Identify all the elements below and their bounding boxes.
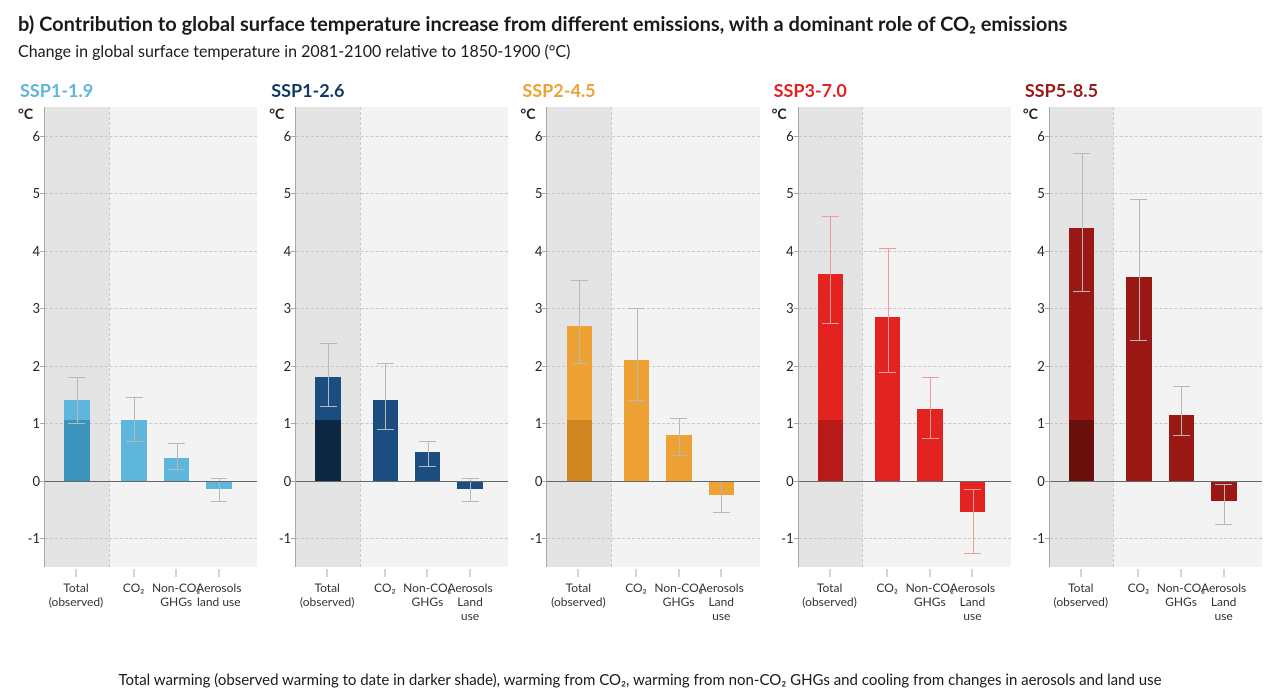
xlabel: AerosolsLand use [447, 581, 492, 622]
ytick-label: 2 [786, 358, 794, 374]
panel-title: SSP3-7.0 [772, 79, 1011, 101]
xlabel: Total(observed) [802, 581, 857, 609]
ytick-label: 1 [535, 415, 543, 431]
ytick-label: -1 [28, 530, 40, 546]
y-axis: °C -1 0 1 2 3 4 5 6 [1023, 107, 1049, 567]
ytick-label: 2 [32, 358, 40, 374]
chart-subtitle: Change in global surface temperature in … [18, 42, 1262, 61]
xlabel: CO₂ [123, 581, 144, 595]
ytick-label: 2 [284, 358, 292, 374]
ytick-label: -1 [781, 530, 793, 546]
ytick-label: 1 [284, 415, 292, 431]
ytick-label: 6 [786, 128, 794, 144]
ytick-label: 1 [32, 415, 40, 431]
y-axis: °C -1 0 1 2 3 4 5 6 [18, 107, 44, 567]
ytick-label: 5 [32, 185, 40, 201]
x-axis: Total(observed)CO₂Non-CO₂GHGsAerosolsLan… [295, 567, 508, 613]
panel-title: SSP2-4.5 [520, 79, 759, 101]
y-axis-label: °C [1023, 105, 1038, 122]
xlabel: Total(observed) [551, 581, 606, 609]
ytick-label: 5 [1037, 185, 1045, 201]
ytick-label: 0 [32, 473, 40, 489]
xlabel: Non-CO₂GHGs [906, 581, 954, 609]
ytick-label: 0 [786, 473, 794, 489]
plot-region [1049, 107, 1262, 567]
ytick-label: 3 [284, 300, 292, 316]
y-axis-label: °C [772, 105, 787, 122]
ytick-label: 4 [1037, 243, 1045, 259]
xlabel: CO₂ [625, 581, 646, 595]
y-axis: °C -1 0 1 2 3 4 5 6 [269, 107, 295, 567]
y-axis-label: °C [269, 105, 284, 122]
y-axis-label: °C [18, 105, 33, 122]
y-axis: °C -1 0 1 2 3 4 5 6 [772, 107, 798, 567]
panel-title: SSP1-2.6 [269, 79, 508, 101]
plot-region [798, 107, 1011, 567]
ytick-label: 3 [1037, 300, 1045, 316]
plot-region [295, 107, 508, 567]
panel-title: SSP1-1.9 [18, 79, 257, 101]
panel-ssp1-2-6: SSP1-2.6 °C -1 0 1 2 3 4 5 6 Total(observed) CO₂ Non… [269, 79, 508, 613]
ytick-label: 0 [535, 473, 543, 489]
ytick-label: 2 [535, 358, 543, 374]
xlabel: CO₂ [374, 581, 395, 595]
ytick-label: 6 [32, 128, 40, 144]
ytick-label: 0 [1037, 473, 1045, 489]
ytick-label: 5 [786, 185, 794, 201]
xlabel: Total(observed) [1054, 581, 1109, 609]
xlabel: AerosolsLand use [950, 581, 995, 622]
ytick-label: 1 [786, 415, 794, 431]
y-axis: °C -1 0 1 2 3 4 5 6 [520, 107, 546, 567]
ytick-label: 4 [786, 243, 794, 259]
ytick-label: 4 [32, 243, 40, 259]
xlabel: Non-CO₂GHGs [403, 581, 451, 609]
xlabel: Non-CO₂GHGs [654, 581, 702, 609]
panel-ssp5-8-5: SSP5-8.5 °C -1 0 1 2 3 4 5 6 Total(observed) CO₂ Non… [1023, 79, 1262, 613]
ytick-label: -1 [279, 530, 291, 546]
ytick-label: 3 [32, 300, 40, 316]
xlabel: CO₂ [876, 581, 897, 595]
ytick-label: 3 [786, 300, 794, 316]
x-axis: Total(observed)CO₂Non-CO₂GHGsAerosolsLan… [798, 567, 1011, 613]
x-axis: Total(observed)CO₂Non-CO₂GHGsAerosolsLan… [1049, 567, 1262, 613]
xlabel: Aerosolsland use [196, 581, 241, 609]
ytick-label: 6 [535, 128, 543, 144]
ytick-label: 4 [535, 243, 543, 259]
plot-region [44, 107, 257, 567]
chart-caption: Total warming (observed warming to date … [18, 671, 1262, 689]
ytick-label: -1 [1032, 530, 1044, 546]
xlabel: Total(observed) [49, 581, 104, 609]
ytick-label: 0 [284, 473, 292, 489]
ytick-label: 5 [284, 185, 292, 201]
y-axis-label: °C [520, 105, 535, 122]
plot-region [546, 107, 759, 567]
panels-row: SSP1-1.9 °C -1 0 1 2 3 4 5 6 Total(observed) CO₂ Non… [18, 79, 1262, 613]
xlabel: Non-CO₂GHGs [1157, 581, 1205, 609]
ytick-label: 4 [284, 243, 292, 259]
xlabel: Non-CO₂GHGs [152, 581, 200, 609]
ytick-label: 3 [535, 300, 543, 316]
panel-ssp3-7-0: SSP3-7.0 °C -1 0 1 2 3 4 5 6 Total(observed) CO₂ Non… [772, 79, 1011, 613]
xlabel: Total(observed) [300, 581, 355, 609]
xlabel: AerosolsLand use [699, 581, 744, 622]
xlabel: AerosolsLand use [1201, 581, 1246, 622]
x-axis: Total(observed) CO₂ Non-CO₂GHGsAerosolslan… [44, 567, 257, 613]
panel-ssp1-1-9: SSP1-1.9 °C -1 0 1 2 3 4 5 6 Total(observed) CO₂ Non… [18, 79, 257, 613]
chart-title: b) Contribution to global surface temper… [18, 12, 1262, 36]
panel-ssp2-4-5: SSP2-4.5 °C -1 0 1 2 3 4 5 6 Total(observed) CO₂ Non… [520, 79, 759, 613]
panel-title: SSP5-8.5 [1023, 79, 1262, 101]
ytick-label: 6 [284, 128, 292, 144]
ytick-label: -1 [530, 530, 542, 546]
x-axis: Total(observed)CO₂Non-CO₂GHGsAerosolsLan… [546, 567, 759, 613]
ytick-label: 5 [535, 185, 543, 201]
ytick-label: 1 [1037, 415, 1045, 431]
xlabel: CO₂ [1128, 581, 1149, 595]
ytick-label: 6 [1037, 128, 1045, 144]
ytick-label: 2 [1037, 358, 1045, 374]
